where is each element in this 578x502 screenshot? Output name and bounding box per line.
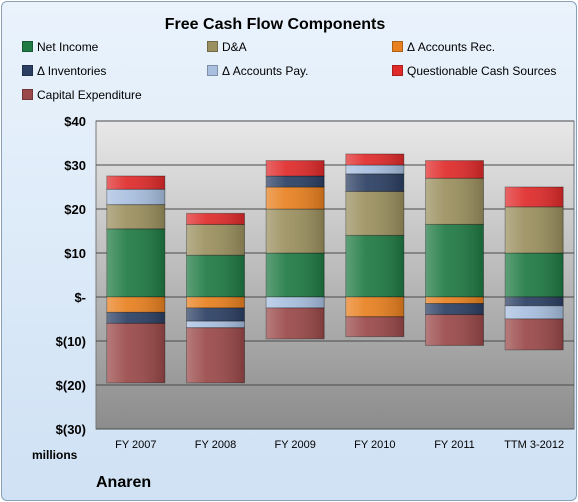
- legend-item: Δ Inventories: [22, 64, 106, 78]
- bar-segment-shade: [186, 224, 245, 256]
- x-tick-label: TTM 3-2012: [504, 439, 564, 451]
- x-tick-label: FY 2010: [354, 439, 395, 451]
- grid-lines: [96, 120, 574, 430]
- y-tick-label: $-: [74, 290, 86, 305]
- bar-segment-shade: [425, 303, 484, 315]
- legend-label: D&A: [222, 40, 247, 54]
- bar-segment-shade: [505, 187, 564, 207]
- bar-segment-shade: [186, 255, 245, 297]
- x-axis: FY 2007 FY 2008 FY 2009 FY 2010 FY 2011 TTM 3…: [115, 439, 564, 451]
- bar-segment-shade: [505, 253, 564, 297]
- legend-swatch: [22, 41, 33, 52]
- x-tick-label: FY 2011: [434, 439, 475, 451]
- legend-item: Net Income: [22, 40, 98, 54]
- y-axis: $40 $30 $20 $10 $- $(10) $(20) $(30): [56, 114, 86, 437]
- bar-segment-shade: [186, 308, 245, 322]
- bar-segment-shade: [186, 321, 245, 328]
- bar-segment-shade: [106, 297, 165, 313]
- legend-item: D&A: [207, 40, 247, 54]
- legend-label: Δ Inventories: [37, 64, 107, 78]
- y-tick-label: $(10): [56, 334, 86, 349]
- bar-segment-shade: [425, 314, 484, 346]
- legend-label: Δ Accounts Rec.: [407, 40, 496, 54]
- legend-label: Questionable Cash Sources: [407, 64, 557, 78]
- bar-segment-shade: [106, 176, 165, 190]
- y-tick-label: $30: [64, 158, 86, 173]
- y-tick-label: $(20): [56, 378, 86, 393]
- legend-swatch: [392, 65, 403, 76]
- legend-label: Δ Accounts Pay.: [222, 64, 309, 78]
- y-tick-label: $20: [64, 202, 86, 217]
- bar-segment-shade: [266, 297, 325, 308]
- bar-segment-shade: [505, 297, 564, 306]
- legend-swatch: [207, 65, 218, 76]
- legend-swatch: [207, 41, 218, 52]
- bar-segment-shade: [345, 154, 404, 165]
- company-name: Anaren: [96, 474, 152, 491]
- bar-segment-shade: [345, 297, 404, 317]
- bar-segment-shade: [106, 323, 165, 383]
- legend-swatch: [22, 89, 33, 100]
- bar-segment-shade: [186, 297, 245, 308]
- bar-segment-shade: [345, 173, 404, 192]
- bar-segment-shade: [266, 160, 325, 176]
- bar-segment-shade: [266, 176, 325, 187]
- legend-item: Questionable Cash Sources: [392, 64, 556, 78]
- legend-item: Δ Accounts Rec.: [392, 40, 495, 54]
- legend-item: Δ Accounts Pay.: [207, 64, 309, 78]
- bar-segment-shade: [345, 235, 404, 297]
- plot-area: [95, 120, 575, 430]
- y-tick-label: $10: [64, 246, 86, 261]
- legend-label: Capital Expenditure: [37, 88, 142, 102]
- bar-segment-shade: [425, 297, 484, 304]
- bar-segment-shade: [505, 319, 564, 350]
- bar-segment-shade: [266, 308, 325, 339]
- bar-segment-shade: [345, 316, 404, 337]
- bar-segment-shade: [266, 209, 325, 253]
- bar-segment-shade: [266, 187, 325, 209]
- y-tick-label: $(30): [56, 422, 86, 437]
- legend-item: Capital Expenditure: [22, 88, 142, 102]
- bars: [106, 153, 564, 384]
- bar-segment-shade: [425, 160, 484, 179]
- bar-segment-shade: [345, 165, 404, 174]
- bar-segment-shade: [505, 305, 564, 319]
- bar-segment-shade: [425, 178, 484, 225]
- bar-segment-shade: [106, 189, 165, 205]
- chart-title: Free Cash Flow Components: [164, 16, 386, 33]
- unit-label: millions: [32, 448, 78, 462]
- x-tick-label: FY 2009: [274, 439, 315, 451]
- bar-segment-shade: [345, 191, 404, 236]
- legend-swatch: [392, 41, 403, 52]
- legend-label: Net Income: [37, 40, 99, 54]
- bar-segment-shade: [106, 204, 165, 229]
- bar-segment-shade: [106, 312, 165, 324]
- legend-swatch: [22, 65, 33, 76]
- x-tick-label: FY 2008: [195, 439, 236, 451]
- y-tick-label: $40: [64, 114, 86, 129]
- bar-segment-shade: [106, 228, 165, 297]
- bar-segment-shade: [505, 206, 564, 253]
- x-tick-label: FY 2007: [115, 439, 156, 451]
- bar-segment-shade: [186, 327, 245, 383]
- bar-segment-shade: [186, 213, 245, 225]
- bar-segment-shade: [425, 224, 484, 297]
- bar-segment-shade: [266, 253, 325, 297]
